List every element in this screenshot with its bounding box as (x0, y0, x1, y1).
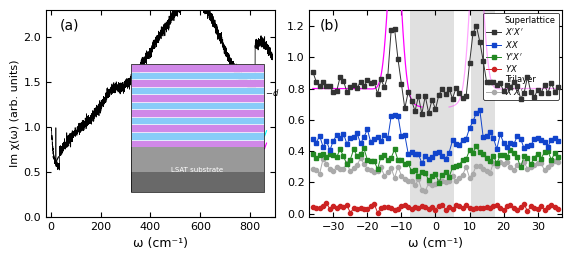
Y-axis label: Im χ(ω) (arb. units): Im χ(ω) (arb. units) (10, 60, 21, 167)
Legend: Superlattice, $X'X'$, $XX$, $Y'X'$, $YX$, Trilayer, $X'X'$: Superlattice, $X'X'$, $XX$, $Y'X'$, $YX$… (483, 13, 559, 100)
X-axis label: ω (cm⁻¹): ω (cm⁻¹) (408, 237, 463, 250)
X-axis label: ω (cm⁻¹): ω (cm⁻¹) (133, 237, 188, 250)
Bar (410, 10, 454, 217)
Text: $-d$: $-d$ (265, 87, 280, 98)
Bar (471, 10, 495, 217)
Text: (a): (a) (60, 19, 79, 33)
Text: (b): (b) (320, 19, 339, 33)
